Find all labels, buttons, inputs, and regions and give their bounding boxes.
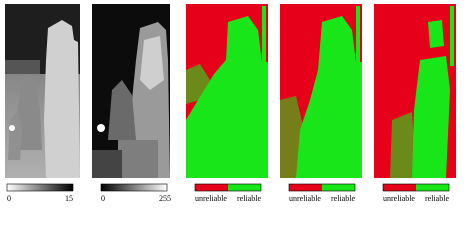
- figure: 0 15 0 255 unreliable reliable unreliabl…: [5, 4, 456, 203]
- colorbar-label: reliable: [425, 194, 449, 203]
- colorbar-label: unreliable: [383, 194, 415, 203]
- colorbar-label: 15: [65, 194, 73, 203]
- colorbar: [288, 183, 356, 192]
- colorbar-label: unreliable: [195, 194, 227, 203]
- colorbar-label: reliable: [237, 194, 261, 203]
- colorbar-label: unreliable: [289, 194, 321, 203]
- intensity-image: [92, 4, 170, 178]
- colorbar: [194, 183, 262, 192]
- colorbar-label: 0: [7, 194, 11, 203]
- reliability-map-image: [374, 4, 456, 178]
- colorbar: [6, 183, 74, 192]
- colorbar-label: 0: [101, 194, 105, 203]
- colorbar-label: reliable: [331, 194, 355, 203]
- colorbar: [382, 183, 450, 192]
- colorbar: [100, 183, 168, 192]
- reliability-map-image: [280, 4, 362, 178]
- reliability-map-image: [186, 4, 268, 178]
- depth-map-image: [5, 4, 80, 178]
- colorbar-label: 255: [159, 194, 171, 203]
